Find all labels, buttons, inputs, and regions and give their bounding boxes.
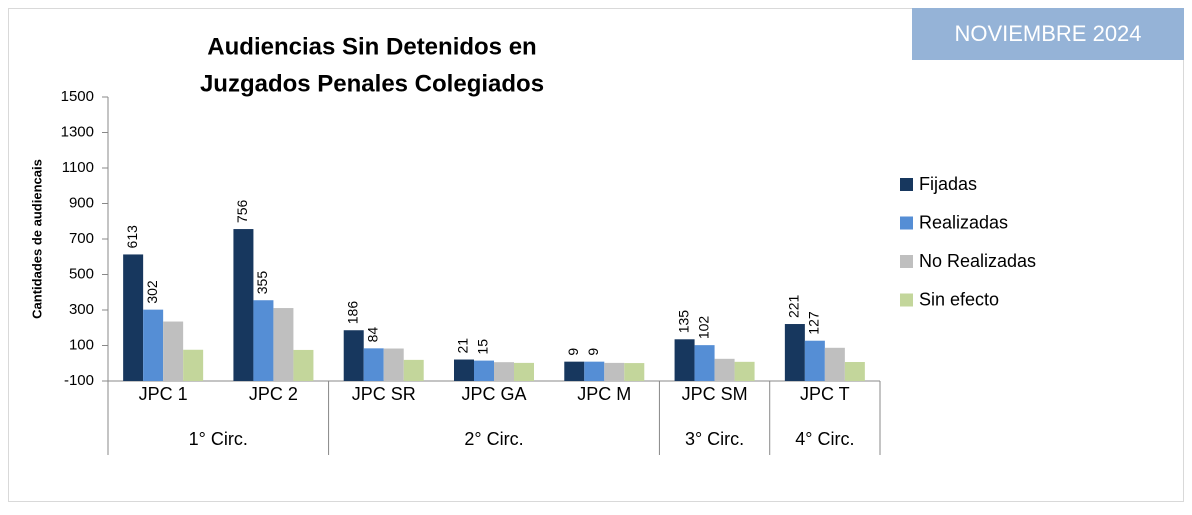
- bar: [253, 300, 274, 381]
- bar: [363, 348, 384, 381]
- legend-label: Sin efecto: [919, 289, 999, 309]
- x-tick-label: JPC 2: [249, 384, 298, 404]
- data-label: 302: [144, 280, 160, 304]
- bar: [784, 324, 805, 381]
- bar: [624, 363, 645, 381]
- data-label: 613: [124, 225, 140, 249]
- y-tick-label: 100: [69, 336, 94, 353]
- data-label: 186: [344, 301, 360, 325]
- y-tick-label: 1300: [61, 123, 94, 140]
- data-label: 756: [234, 199, 250, 223]
- bar: [734, 361, 755, 381]
- badge: NOVIEMBRE 2024: [954, 21, 1141, 46]
- bar: [804, 340, 825, 381]
- data-label: 84: [364, 327, 380, 343]
- legend-swatch: [900, 255, 913, 268]
- chart-title: Audiencias Sin Detenidos en: [207, 33, 536, 60]
- bar: [474, 360, 494, 381]
- y-tick-label: 1500: [61, 88, 94, 105]
- bar: [564, 361, 585, 381]
- data-label: 102: [695, 316, 711, 340]
- chart-border: [8, 8, 1184, 502]
- y-tick-label: 500: [69, 265, 94, 282]
- data-label: 21: [455, 338, 471, 354]
- x-tick-label: JPC M: [577, 384, 631, 404]
- data-label: 15: [475, 339, 491, 355]
- legend-swatch: [900, 216, 913, 230]
- chart-title: Juzgados Penales Colegiados: [200, 70, 544, 97]
- y-axis-label: Cantidades de audiencais: [29, 159, 44, 319]
- legend-swatch: [900, 293, 913, 307]
- bar: [694, 345, 715, 381]
- bar: [824, 347, 845, 381]
- group-label: 2° Circ.: [464, 429, 523, 449]
- x-tick-label: JPC T: [800, 384, 850, 404]
- bar: [454, 359, 474, 381]
- legend-swatch: [900, 178, 913, 191]
- x-tick-label: JPC 1: [139, 384, 188, 404]
- bar: [714, 358, 735, 381]
- y-tick-label: 900: [69, 194, 94, 211]
- bar: [403, 359, 424, 381]
- legend-label: Realizadas: [919, 212, 1008, 232]
- group-label: 1° Circ.: [189, 429, 248, 449]
- bar: [584, 361, 605, 381]
- bar: [183, 349, 204, 381]
- bar: [383, 348, 404, 381]
- bar: [233, 229, 254, 381]
- y-tick-label: 700: [69, 230, 94, 247]
- y-tick-label: -100: [64, 372, 94, 389]
- legend-label: No Realizadas: [919, 251, 1036, 271]
- y-tick-label: 1100: [62, 159, 94, 176]
- badge-box: [912, 8, 1184, 60]
- data-label: 127: [806, 311, 822, 335]
- group-label: 3° Circ.: [685, 429, 744, 449]
- bar: [163, 321, 184, 381]
- bar: [343, 330, 364, 381]
- x-tick-label: JPC GA: [461, 384, 526, 404]
- data-label: 355: [254, 271, 270, 295]
- data-label: 9: [565, 348, 581, 356]
- x-tick-label: JPC SR: [352, 384, 416, 404]
- bar: [844, 362, 865, 381]
- bar: [514, 362, 534, 381]
- bar: [293, 349, 314, 381]
- legend-label: Fijadas: [919, 174, 977, 194]
- bar: [143, 309, 164, 381]
- data-label: 135: [675, 310, 691, 334]
- data-label: 221: [786, 294, 802, 318]
- bar: [494, 362, 514, 381]
- group-label: 4° Circ.: [795, 429, 854, 449]
- bar: [273, 308, 294, 381]
- x-tick-label: JPC SM: [682, 384, 748, 404]
- data-label: 9: [585, 348, 601, 356]
- bar: [674, 339, 695, 381]
- y-tick-label: 300: [69, 301, 94, 318]
- bar: [123, 254, 144, 381]
- bar: [604, 362, 625, 381]
